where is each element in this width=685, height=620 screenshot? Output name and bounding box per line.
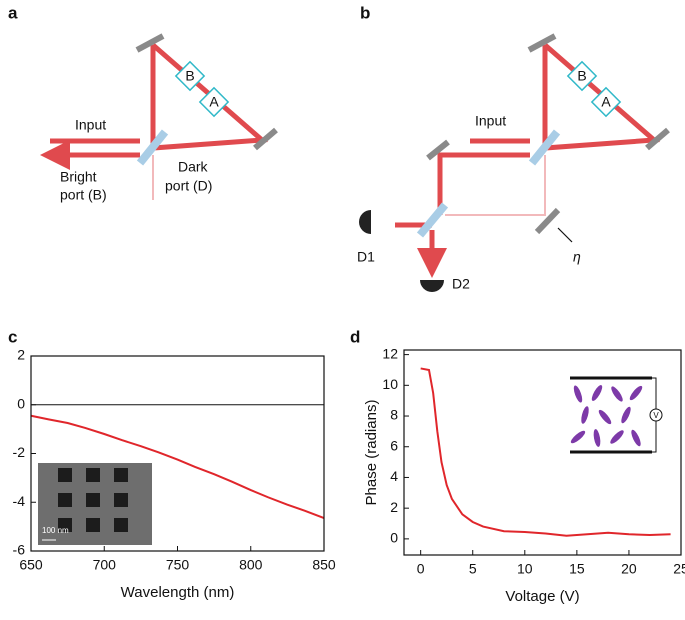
- sem-inset: 100 nm: [38, 463, 152, 545]
- box-label: B: [185, 68, 194, 84]
- x-tick-label: 800: [239, 557, 263, 573]
- box-label: A: [209, 94, 219, 110]
- diagram-a: B A Input Bright port (B) Dark port (D): [50, 33, 278, 203]
- box-label: B: [577, 68, 586, 84]
- x-tick-label: 750: [166, 557, 190, 573]
- eta-label: η: [573, 249, 581, 265]
- port-label: port (B): [60, 187, 107, 203]
- box-label: A: [601, 94, 611, 110]
- x-tick-label: 650: [19, 557, 43, 573]
- detector-label: D2: [452, 276, 470, 292]
- x-tick-label: 0: [417, 561, 425, 577]
- y-tick-label: 8: [390, 407, 398, 423]
- data-line: [420, 367, 671, 537]
- x-tick-label: 15: [569, 561, 585, 577]
- x-tick-label: 20: [621, 561, 637, 577]
- y-tick-label: 12: [382, 345, 398, 361]
- detector-label: D1: [357, 249, 375, 265]
- inset-label: V: [653, 411, 659, 420]
- scale-label: 100 nm: [42, 526, 69, 535]
- y-tick-label: 10: [382, 376, 398, 392]
- y-axis-label: Phase (radians): [363, 400, 380, 506]
- input-label: Input: [75, 117, 106, 133]
- x-tick-label: 5: [469, 561, 477, 577]
- diagram-b: B A Input D1 D2 η: [357, 33, 670, 292]
- data-line: [30, 414, 325, 520]
- panel-label: d: [350, 327, 360, 346]
- y-tick-label: -2: [13, 444, 26, 460]
- y-tick-label: 0: [390, 530, 398, 546]
- y-tick-label: -6: [13, 542, 26, 558]
- x-tick-label: 10: [517, 561, 533, 577]
- y-tick-label: 4: [390, 468, 398, 484]
- panel-label: b: [360, 3, 370, 22]
- port-label: Bright: [60, 169, 97, 185]
- lc-inset: V: [570, 376, 663, 454]
- port-label: port (D): [165, 178, 212, 194]
- y-tick-label: 2: [390, 499, 398, 515]
- panel-label: c: [8, 327, 17, 346]
- port-label: Dark: [178, 159, 209, 175]
- y-tick-label: 2: [17, 347, 25, 363]
- x-tick-label: 25: [673, 561, 685, 577]
- y-tick-label: 0: [17, 395, 25, 411]
- x-axis-label: Voltage (V): [505, 588, 579, 605]
- y-tick-label: -4: [13, 493, 26, 509]
- plot-frame: [403, 349, 682, 556]
- x-axis-label: Wavelength (nm): [121, 584, 235, 601]
- x-tick-label: 700: [93, 557, 117, 573]
- x-tick-label: 850: [312, 557, 336, 573]
- panel-label: a: [8, 3, 18, 22]
- y-tick-label: 6: [390, 437, 398, 453]
- input-label: Input: [475, 113, 506, 129]
